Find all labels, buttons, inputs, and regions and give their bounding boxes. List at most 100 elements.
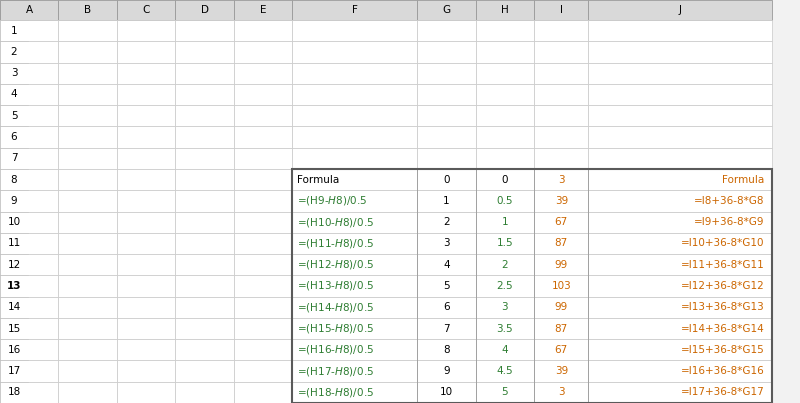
Bar [476, 382, 534, 403]
Bar [418, 41, 476, 62]
Bar [0, 62, 58, 84]
Bar [589, 169, 772, 190]
Bar [589, 254, 772, 275]
Bar [418, 147, 476, 169]
Bar [58, 169, 117, 190]
Bar [476, 297, 534, 318]
Bar [0, 339, 28, 360]
Bar [589, 105, 772, 127]
Text: 15: 15 [7, 324, 21, 334]
Bar [292, 382, 418, 403]
Bar [418, 105, 476, 127]
Bar [175, 212, 234, 233]
Text: 4: 4 [10, 89, 18, 100]
Bar [476, 190, 534, 212]
Bar [589, 147, 772, 169]
Bar [117, 105, 175, 127]
Text: 4: 4 [502, 345, 508, 355]
Bar [234, 62, 292, 84]
Bar [175, 275, 234, 297]
Text: =I15+36-8*G15: =I15+36-8*G15 [681, 345, 765, 355]
Bar [292, 84, 418, 105]
Bar [476, 84, 534, 105]
Bar [476, 233, 534, 254]
Bar [58, 275, 117, 297]
Bar [476, 318, 534, 339]
Bar [418, 382, 476, 403]
Bar [0, 169, 58, 190]
Bar [58, 62, 117, 84]
Bar [0, 62, 28, 84]
Bar [589, 0, 772, 20]
Bar [234, 127, 292, 147]
Bar [175, 62, 234, 84]
Bar [534, 190, 589, 212]
Bar [292, 127, 418, 147]
Bar [0, 190, 28, 212]
Text: H: H [501, 5, 509, 15]
Bar [234, 147, 292, 169]
Bar [292, 318, 418, 339]
Bar [476, 360, 534, 382]
Bar [476, 147, 534, 169]
Bar [476, 62, 534, 84]
Text: 3.5: 3.5 [497, 324, 514, 334]
Bar [0, 0, 28, 20]
Bar [234, 212, 292, 233]
Text: 67: 67 [554, 345, 568, 355]
Bar [476, 169, 534, 190]
Bar [0, 275, 28, 297]
Bar [175, 169, 234, 190]
Text: =I13+36-8*G13: =I13+36-8*G13 [681, 302, 765, 312]
Bar [589, 20, 772, 41]
Bar [534, 212, 589, 233]
Bar [476, 233, 534, 254]
Bar [589, 190, 772, 212]
Bar [117, 360, 175, 382]
Text: 5: 5 [502, 387, 508, 397]
Text: 3: 3 [502, 302, 508, 312]
Bar [117, 212, 175, 233]
Bar [234, 254, 292, 275]
Bar [589, 382, 772, 403]
Bar [589, 212, 772, 233]
Bar [476, 275, 534, 297]
Bar [0, 127, 28, 147]
Bar [0, 20, 58, 41]
Text: =(H10-$H$8)/0.5: =(H10-$H$8)/0.5 [297, 216, 374, 229]
Text: 1: 1 [10, 26, 18, 35]
Text: 8: 8 [443, 345, 450, 355]
Bar [589, 275, 772, 297]
Bar [534, 318, 589, 339]
Bar [292, 41, 418, 62]
Bar [117, 20, 175, 41]
Bar [418, 190, 476, 212]
Bar [418, 360, 476, 382]
Text: 99: 99 [554, 260, 568, 270]
Bar [476, 382, 534, 403]
Bar [534, 275, 589, 297]
Text: 2.5: 2.5 [497, 281, 514, 291]
Bar [0, 190, 58, 212]
Bar [0, 41, 58, 62]
Bar [418, 190, 476, 212]
Bar [292, 169, 418, 190]
Bar [476, 254, 534, 275]
Bar [534, 233, 589, 254]
Bar [476, 127, 534, 147]
Text: 1: 1 [443, 196, 450, 206]
Bar [0, 318, 28, 339]
Bar [534, 297, 589, 318]
Bar [418, 233, 476, 254]
Text: 3: 3 [443, 239, 450, 248]
Bar [534, 105, 589, 127]
Bar [418, 360, 476, 382]
Text: F: F [352, 5, 358, 15]
Bar [234, 105, 292, 127]
Bar [175, 318, 234, 339]
Bar [117, 84, 175, 105]
Bar [292, 275, 418, 297]
Bar [534, 360, 589, 382]
Bar [234, 20, 292, 41]
Bar [175, 190, 234, 212]
